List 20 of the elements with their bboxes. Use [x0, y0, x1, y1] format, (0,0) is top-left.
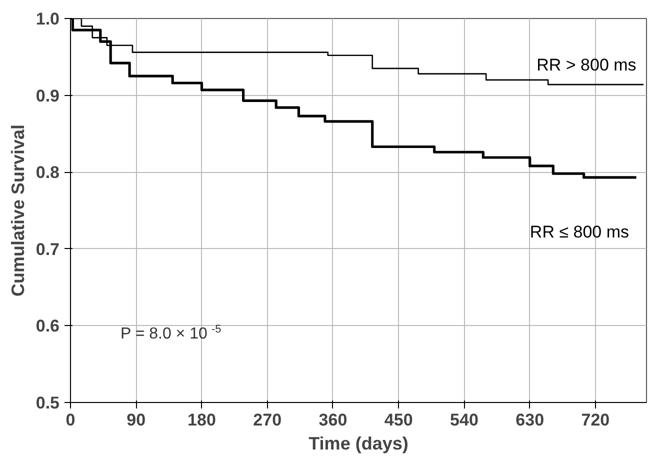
y-tick-label: 0.9 — [36, 86, 60, 106]
x-tick-label: 450 — [384, 410, 413, 430]
x-axis-title: Time (days) — [308, 434, 408, 454]
x-tick-label: 180 — [188, 410, 216, 430]
x-tick-label: 270 — [253, 410, 282, 430]
y-tick-label: 1.0 — [36, 10, 60, 28]
y-axis-title: Cumulative Survival — [8, 124, 28, 297]
y-tick-label: 0.6 — [36, 316, 60, 336]
annotation: P = 8.0 × 10-5 — [120, 324, 222, 342]
x-tick-label: 720 — [581, 410, 610, 430]
x-tick-label: 90 — [126, 410, 146, 430]
y-tick-label: 0.8 — [36, 163, 60, 182]
y-tick-label: 0.7 — [36, 240, 60, 259]
x-tick-label: 630 — [516, 410, 544, 430]
x-tick-label: 0 — [66, 410, 76, 430]
series-label: RR > 800 ms — [536, 56, 636, 75]
y-tick-label: 0.5 — [36, 394, 60, 412]
text: RR ≤ 800 ms — [530, 222, 629, 242]
x-tick-label: 540 — [450, 410, 478, 430]
x-tick-label: 360 — [318, 410, 348, 430]
